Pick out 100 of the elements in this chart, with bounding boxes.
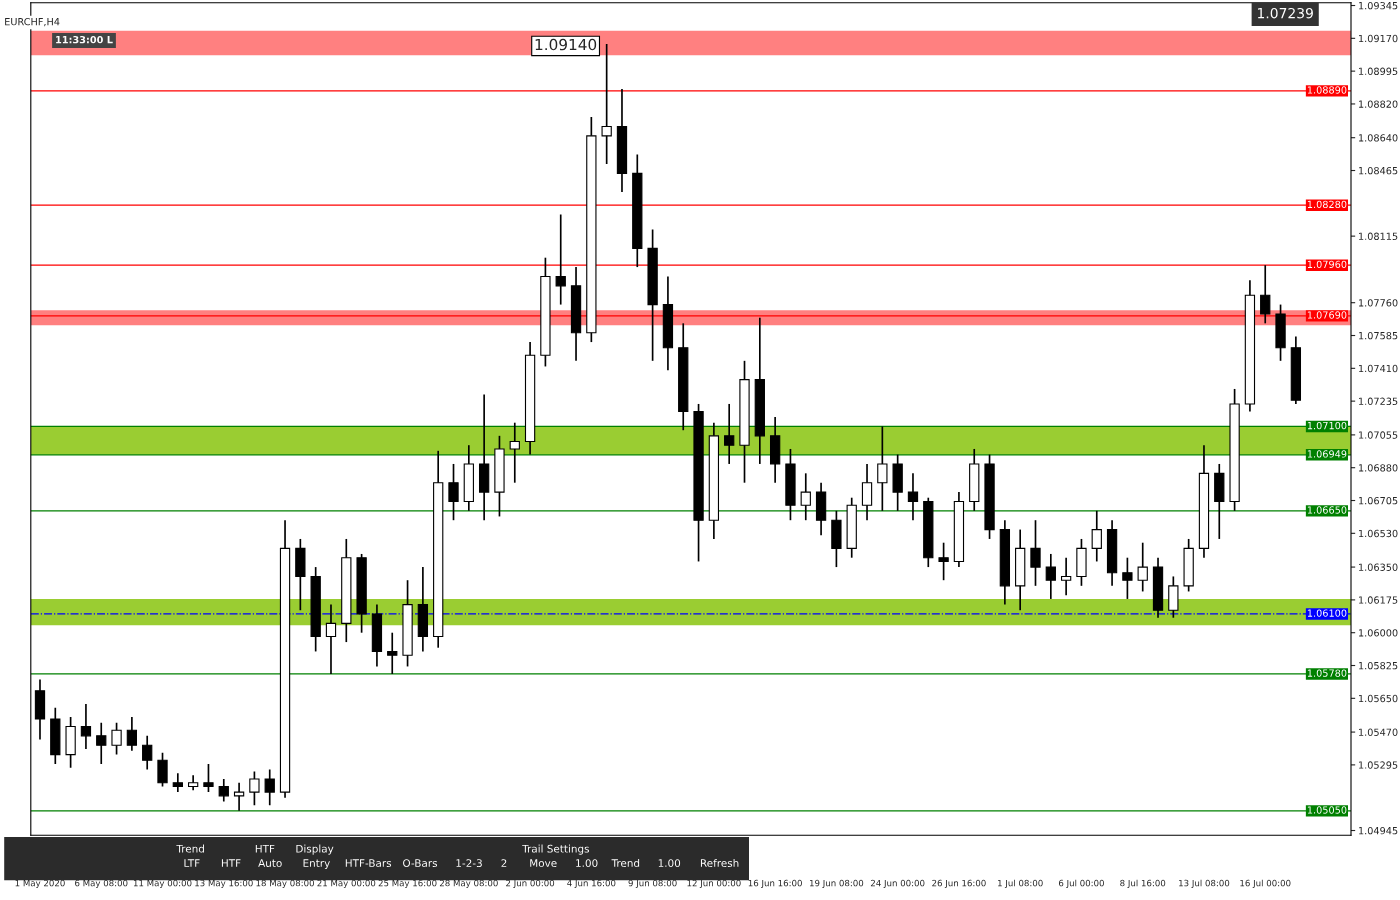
x-tick-label: 11 May 00:00 [133,879,192,888]
text: Trend [611,858,640,868]
ref-line-label: 1.05780 [1307,669,1347,677]
candlestick [800,472,811,522]
ref-line-label: 1.07690 [1307,311,1347,319]
x-tick-label: 1 May 2020 [15,879,65,888]
candlestick [172,772,183,793]
candlestick [264,768,275,807]
text: Move [530,859,557,868]
y-tick-label: 1.06175 [1359,596,1398,604]
x-tick-label: 13 Jul 08:00 [1179,879,1230,888]
candlestick [1122,556,1133,600]
ref-line-label: 1.08890 [1307,86,1347,94]
candlestick [96,721,107,765]
candlestick [907,472,919,522]
candlestick [509,421,520,484]
candlestick [1060,556,1072,597]
x-tick-label: 9 Jun 08:00 [628,879,677,888]
text: HTF-Bars [345,859,392,868]
text: 2 [501,859,507,867]
candlestick [249,770,260,807]
y-tick-label: 1.08995 [1359,67,1398,75]
candlestick [142,734,153,771]
text: Auto [258,859,282,868]
x-tick-label: 26 Jun 16:00 [932,879,986,888]
text: O-Bars [403,859,438,868]
x-tick-label: 24 Jun 00:00 [870,879,925,888]
y-tick-label: 1.08115 [1359,232,1398,240]
candlestick [1045,553,1056,600]
y-tick-label: 1.06705 [1359,496,1398,505]
x-tick-label: 6 May 08:00 [75,879,128,888]
x-tick-label: 16 Jun 16:00 [748,879,802,888]
y-tick-label: 1.05825 [1359,661,1398,670]
candlestick [387,631,398,675]
candlestick [203,763,214,793]
candlestick [1030,519,1041,587]
y-tick-label: 1.08640 [1359,134,1398,142]
text: HTF [255,844,275,853]
annotation: 1.09140 [535,38,597,51]
candlestick [938,541,949,582]
y-tick-label: 1.09345 [1359,1,1398,10]
y-tick-label: 1.05650 [1359,694,1398,703]
text: 1.00 [658,859,681,868]
x-tick-label: 28 May 08:00 [439,879,498,888]
y-tick-label: 1.07055 [1359,431,1398,439]
x-tick-label: 12 Jun 00:00 [687,879,741,888]
candlestick [601,43,612,165]
x-tick-label: 13 May 16:00 [195,879,253,888]
ref-line-label: 1.07960 [1307,260,1347,269]
text: LTF [184,859,200,867]
ref-line-label: 1.07100 [1307,421,1347,430]
y-tick-label: 1.07585 [1359,331,1398,340]
candlestick [555,213,566,306]
candlestick [1137,541,1148,593]
ref-line-label: 1.06650 [1307,506,1347,514]
y-tick-label: 1.09170 [1359,34,1398,43]
annotation: 1.07239 [1258,7,1313,19]
candlestick [80,703,92,750]
x-tick-label: 18 May 08:00 [256,879,314,888]
y-tick-label: 1.06000 [1359,629,1398,637]
x-tick-label: 1 Jul 08:00 [998,879,1043,888]
y-tick-label: 1.07410 [1359,364,1398,373]
y-tick-label: 1.06530 [1359,529,1398,538]
y-tick-label: 1.05470 [1359,728,1398,736]
text: EURCHF,H4 [5,17,60,27]
x-tick-label: 16 Jul 00:00 [1240,879,1291,888]
x-tick-label: 19 Jun 08:00 [809,879,864,888]
text: 1.00 [576,859,598,868]
y-tick-label: 1.04945 [1359,826,1398,835]
ref-line-label: 1.06100 [1307,609,1347,617]
text: 1-2-3 [456,859,482,868]
ref-line-label: 1.06949 [1307,450,1347,458]
text: Refresh [700,858,739,868]
text: Display [296,844,334,855]
candlestick [111,721,122,756]
x-tick-label: 6 Jul 00:00 [1058,879,1104,888]
x-tick-label: 8 Jul 16:00 [1120,879,1166,888]
y-tick-label: 1.08465 [1359,166,1398,175]
candlestick [126,716,138,752]
y-tick-label: 1.08820 [1359,100,1398,108]
y-tick-label: 1.07760 [1359,299,1398,307]
annotation: 11:33:00 L [56,35,113,44]
candlestick [218,778,229,803]
text: Entry [303,859,330,870]
candlestick [724,403,735,465]
ref-line-label: 1.08280 [1307,200,1347,209]
text: Trend [176,844,204,853]
y-tick-label: 1.06880 [1359,464,1398,472]
x-tick-label: 2 Jun 00:00 [506,879,555,888]
candlestick [325,603,337,675]
candlestick [157,751,168,788]
y-tick-label: 1.05295 [1359,761,1398,769]
candlestick [233,781,245,812]
y-tick-label: 1.07235 [1359,397,1398,405]
candlestick [1091,509,1102,563]
text: Trail Settings [522,844,590,855]
x-tick-label: 25 May 16:00 [378,879,437,888]
y-tick-label: 1.06350 [1359,563,1398,571]
candlestick [1260,264,1271,325]
x-tick-label: 4 Jun 16:00 [567,879,616,888]
